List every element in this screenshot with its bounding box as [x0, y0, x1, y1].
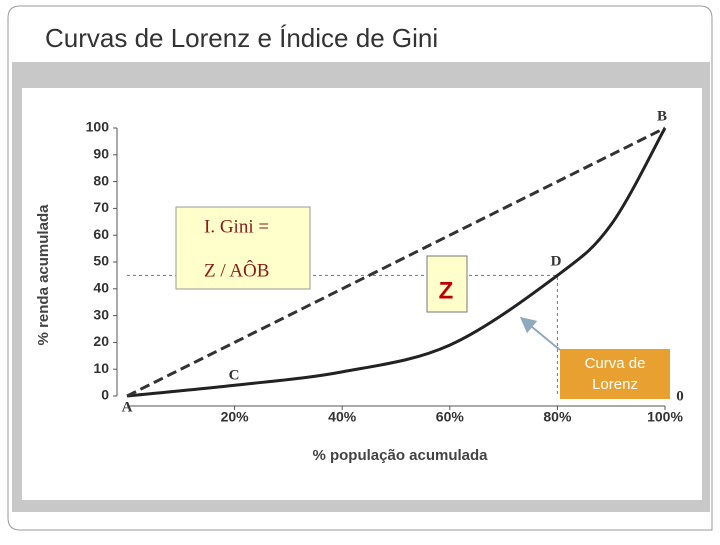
point-label: D [551, 253, 562, 269]
x-tick-label: 80% [543, 409, 572, 425]
callout-text: Curva de Lorenz [585, 355, 646, 393]
y-tick-label: 80 [93, 172, 109, 188]
callout-line: Lorenz [592, 376, 638, 393]
point-label: A [122, 399, 133, 415]
slide-title: Curvas de Lorenz e Índice de Gini [45, 23, 438, 53]
x-axis-title: % população acumulada [312, 447, 488, 464]
y-axis-title: % renda acumulada [35, 204, 52, 346]
point-label: 0 [676, 388, 684, 404]
y-tick-label: 90 [93, 146, 109, 162]
gini-text: Z / AÔB [204, 259, 269, 281]
y-tick-label: 10 [93, 360, 109, 376]
x-tick-label: 40% [328, 409, 357, 425]
callout-box [560, 349, 670, 399]
slide-frame [7, 5, 713, 531]
equality-line [126, 126, 666, 398]
plot-background [22, 88, 702, 500]
y-tick-label: 0 [101, 387, 109, 403]
y-tick-label: 100 [86, 119, 110, 135]
y-tick-label: 20 [93, 333, 109, 349]
point-label: B [657, 108, 667, 124]
reference-line [127, 274, 558, 396]
callout-arrow [519, 316, 561, 351]
x-tick-label: 20% [221, 409, 250, 425]
callout-line: Curva de [585, 355, 646, 372]
y-tick-label: 70 [93, 199, 109, 215]
gini-box [175, 206, 311, 290]
x-tick-label: 100% [647, 409, 683, 425]
lorenz-curve [126, 127, 667, 398]
y-tick-label: 30 [93, 306, 109, 322]
x-tick-label: 60% [436, 409, 465, 425]
point-label: C [229, 367, 240, 383]
gini-text: I. Gini = [204, 216, 269, 237]
chart: 0 10 20 30 40 50 60 70 80 90 100 20% 40% 60% 80% 100% % … [35, 108, 684, 464]
area-box [426, 255, 468, 313]
y-tick-label: 40 [93, 280, 109, 296]
y-tick-label: 60 [93, 226, 109, 242]
y-tick-label: 50 [93, 253, 109, 269]
area-label: Z [439, 277, 454, 304]
